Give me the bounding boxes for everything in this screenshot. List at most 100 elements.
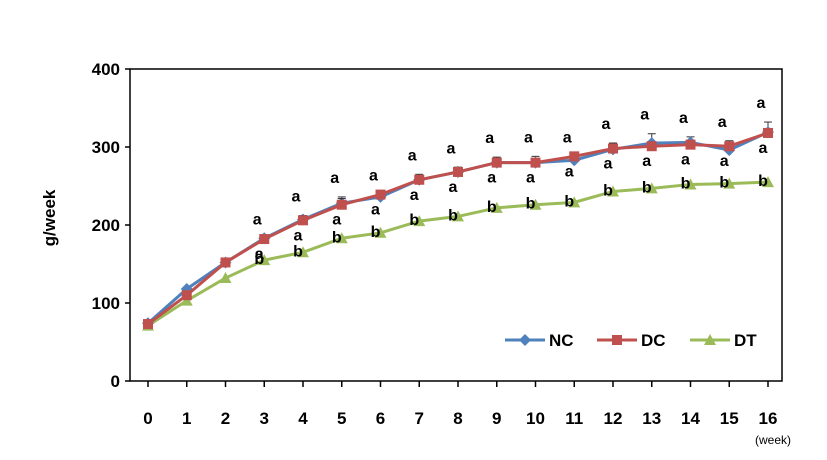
significance-letter: a [408, 147, 417, 164]
significance-letter: a [679, 110, 688, 127]
x-tick-label: 12 [604, 409, 623, 428]
data-point [258, 254, 271, 266]
y-tick-label: 200 [92, 216, 120, 235]
significance-letter: b [448, 207, 458, 224]
x-axis-unit-label: (week) [755, 433, 791, 447]
x-tick-label: 14 [681, 409, 700, 428]
data-point [762, 176, 774, 188]
significance-letter: b [254, 251, 264, 268]
significance-letter: b [526, 196, 536, 213]
series-layer [142, 121, 774, 331]
significance-letter: a [757, 95, 766, 112]
data-point [374, 226, 387, 238]
significance-letter: a [255, 246, 264, 263]
data-point [569, 151, 580, 162]
significance-letter: a [759, 140, 768, 157]
legend-item-nc: NC [505, 331, 574, 350]
data-point [645, 182, 658, 194]
x-tick-label: 1 [182, 409, 191, 428]
significance-letter: a [642, 153, 651, 170]
significance-letter: a [487, 170, 496, 187]
significance-letter: a [371, 202, 380, 219]
data-point [490, 201, 503, 213]
significance-letter: a [369, 168, 378, 185]
significance-letter: a [294, 227, 303, 244]
significance-letter: a [604, 156, 613, 173]
x-tick-label: 10 [526, 409, 545, 428]
data-point [219, 272, 232, 284]
significance-letter: a [292, 189, 301, 206]
data-point [529, 198, 542, 210]
legend-label: NC [549, 331, 574, 350]
significance-letter: a [565, 163, 574, 180]
y-axis-label: g/week [40, 189, 59, 246]
series-dc [143, 127, 773, 330]
data-point [491, 157, 502, 168]
x-tick-label: 11 [565, 409, 583, 428]
significance-letter: a [526, 170, 535, 187]
data-point [530, 157, 541, 168]
y-tick-label: 100 [92, 294, 120, 313]
data-point [685, 139, 696, 150]
x-tick-label: 5 [337, 409, 346, 428]
data-point [336, 199, 347, 210]
plot-frame-layer [129, 68, 783, 382]
significance-letter: b [332, 229, 342, 246]
significance-letter: a [563, 129, 572, 146]
significance-letter: b [681, 175, 691, 192]
data-point [646, 141, 657, 152]
data-point [452, 210, 464, 222]
data-point [181, 290, 192, 301]
legend-marker [612, 335, 622, 345]
x-tick-label: 16 [759, 409, 778, 428]
data-point [568, 196, 581, 208]
x-tick-label: 7 [415, 409, 424, 428]
significance-letter: a [602, 116, 611, 133]
significance-letter: a [640, 107, 649, 124]
data-point [724, 141, 735, 152]
significance-letter: b [293, 243, 303, 260]
plot-area [129, 68, 783, 382]
significance-letter: b [758, 173, 768, 190]
x-tick-label: 3 [260, 409, 269, 428]
x-tick-label: 8 [453, 409, 462, 428]
data-point [335, 232, 348, 244]
data-point [143, 319, 153, 330]
significance-letter: a [253, 211, 262, 228]
data-point [723, 177, 736, 189]
legend-label: DC [641, 331, 666, 350]
data-point [220, 257, 231, 268]
data-point [608, 143, 618, 154]
legend-item-dc: DC [597, 331, 666, 350]
significance-letter: a [332, 212, 341, 229]
significance-letter: b [603, 182, 613, 199]
x-tick-label: 15 [720, 409, 739, 428]
data-point [259, 234, 270, 245]
significance-letter: b [719, 175, 729, 192]
significance-letter: a [524, 129, 533, 146]
significance-letter: a [449, 179, 458, 196]
x-tick-label: 6 [376, 409, 385, 428]
significance-letter: a [681, 152, 690, 169]
legend-marker [519, 334, 531, 346]
significance-letter: b [371, 224, 381, 241]
legend-marker [704, 334, 716, 345]
y-tick-label: 300 [92, 138, 120, 157]
significance-letter: a [330, 170, 339, 187]
significance-letter: a [718, 114, 727, 131]
data-point [763, 127, 773, 138]
data-point [413, 215, 426, 227]
legend-label: DT [734, 331, 757, 350]
legend-item-dt: DT [690, 331, 757, 350]
significance-letter: a [485, 130, 494, 147]
legend: NC DC DT [505, 331, 757, 350]
x-tick-label: 4 [298, 409, 308, 428]
significance-letter: a [447, 140, 456, 157]
significance-letter: b [409, 212, 419, 229]
x-tick-label: 0 [143, 409, 152, 428]
x-tick-label: 13 [642, 409, 661, 428]
data-point [375, 189, 386, 200]
y-tick-label: 400 [92, 60, 120, 79]
